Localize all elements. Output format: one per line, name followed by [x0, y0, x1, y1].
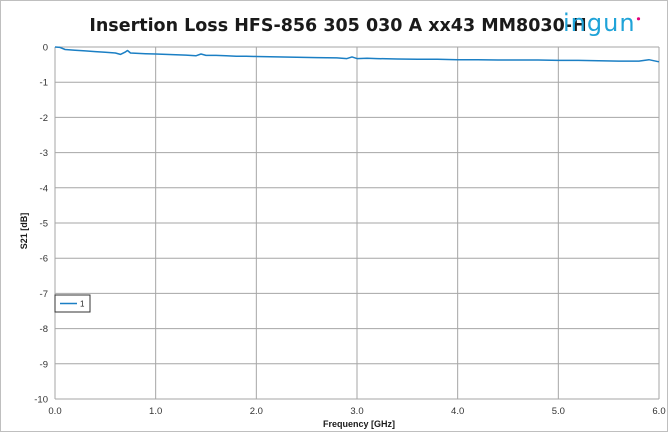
x-tick-labels: 0.0 1.0 2.0 3.0 4.0 5.0 6.0	[48, 406, 665, 417]
legend-label: 1	[80, 300, 85, 309]
ingun-logo: ingun	[563, 9, 641, 37]
logo-text: ingun	[563, 9, 636, 37]
x-tick-label: 4.0	[451, 406, 464, 417]
y-tick-label: -9	[40, 359, 48, 370]
y-tick-label: -1	[40, 78, 48, 89]
x-tick-label: 5.0	[552, 406, 565, 417]
x-tick-label: 3.0	[350, 406, 363, 417]
x-tick-label: 6.0	[652, 406, 665, 417]
x-axis-title: Frequency [GHz]	[323, 419, 395, 429]
x-tick-label: 0.0	[48, 406, 61, 417]
chart-title: Insertion Loss HFS-856 305 030 A xx43 MM…	[89, 16, 586, 36]
y-tick-label: -4	[40, 183, 48, 194]
y-tick-label: -3	[40, 148, 48, 159]
x-tick-label: 2.0	[250, 406, 263, 417]
logo-accent-dot	[636, 17, 641, 21]
series-line	[54, 46, 660, 63]
x-tick-label: 1.0	[149, 406, 162, 417]
y-tick-label: -6	[40, 254, 48, 265]
y-tick-label: -2	[40, 113, 48, 124]
y-tick-label: -8	[40, 324, 48, 335]
y-tick-label: 0	[43, 43, 48, 54]
y-tick-label: -5	[40, 219, 48, 230]
y-tick-label: -10	[34, 395, 48, 406]
y-axis-title: S21 [dB]	[19, 213, 29, 250]
legend: 1	[54, 294, 91, 313]
y-tick-labels: 0 -1 -2 -3 -4 -5 -6 -7 -8 -9 -10	[34, 43, 48, 406]
series-layer	[54, 46, 660, 63]
y-tick-label: -7	[40, 289, 48, 300]
grid	[54, 46, 660, 400]
